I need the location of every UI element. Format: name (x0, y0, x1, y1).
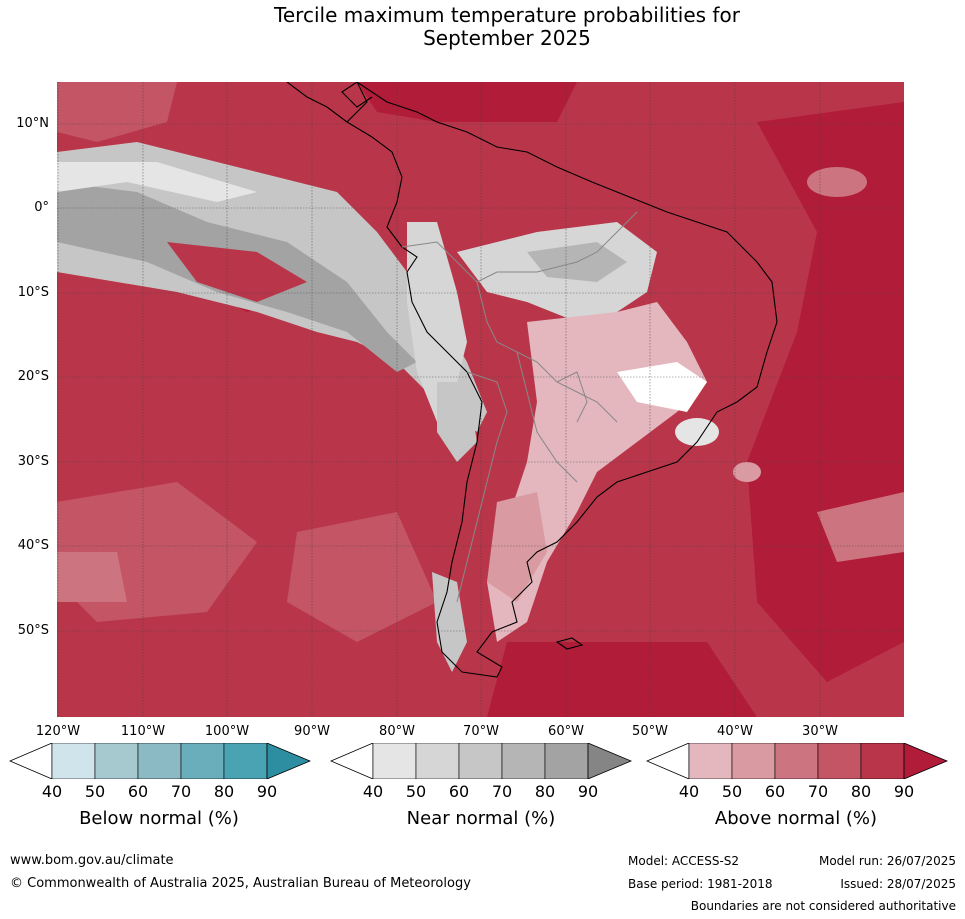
light-spot-3 (807, 167, 867, 197)
base-period: Base period: 1981-2018 (628, 877, 773, 891)
near-normal-light (57, 162, 257, 202)
central-america-coastline (286, 82, 373, 123)
above-90-region-north (357, 82, 577, 122)
colorbar-above-tick: 90 (893, 782, 915, 801)
colorbar-above-tick: 80 (850, 782, 872, 801)
falkland-islands (555, 637, 584, 650)
colorbar-below-under-arrow (9, 743, 53, 779)
colorbar-below-segment (223, 743, 268, 779)
colorbar-near-normal (330, 743, 632, 779)
colorbar-below-tick: 40 (41, 782, 63, 801)
light-spot-2 (733, 462, 761, 482)
colorbar-below-tick: 90 (256, 782, 278, 801)
model-run: Model run: 26/07/2025 (818, 854, 956, 868)
above-50-land (487, 492, 547, 602)
colorbar-below-normal (9, 743, 311, 779)
colorbar-near-under-arrow (330, 743, 374, 779)
lon-label-110w: 110°W (120, 724, 166, 739)
colorbar-near-segment (458, 743, 503, 779)
south-america-coastline (346, 82, 778, 678)
graticule (57, 82, 904, 717)
colorbar-near-tick: 40 (362, 782, 384, 801)
lat-label-20s: 20°S (17, 369, 49, 384)
above-60-region-3 (57, 82, 177, 142)
colorbar-above-normal (646, 743, 948, 779)
lat-label-10s: 10°S (17, 285, 49, 300)
lon-label-40w: 40°W (717, 724, 753, 739)
lat-label-0: 0° (34, 200, 49, 215)
colorbar-near-segment (372, 743, 417, 779)
near-normal-coast (407, 222, 467, 422)
lat-label-40s: 40°S (17, 538, 49, 553)
colorbar-below-segment (137, 743, 182, 779)
colorbar-near-segment (501, 743, 546, 779)
lat-label-50s: 50°S (17, 623, 49, 638)
above-60-region-1 (57, 552, 127, 602)
colorbar-below-tick: 80 (213, 782, 235, 801)
above-70-region-2 (287, 512, 437, 642)
above-90-region-south (487, 642, 757, 717)
lon-label-120w: 120°W (35, 724, 81, 739)
colorbar-above-tick: 40 (678, 782, 700, 801)
colorbar-above-segment (774, 743, 819, 779)
lon-label-30w: 30°W (802, 724, 838, 739)
colorbar-near-tick: 60 (448, 782, 470, 801)
colorbar-near-tick: 50 (405, 782, 427, 801)
colorbar-above-tick: 60 (764, 782, 786, 801)
colorbar-above-segment (817, 743, 862, 779)
title-line-1: Tercile maximum temperature probabilitie… (274, 3, 740, 27)
title-line-2: September 2025 (423, 26, 591, 50)
colorbar-near-tick: 80 (534, 782, 556, 801)
colorbar-above-over-arrow (903, 743, 948, 779)
colorbar-near-tick: 90 (577, 782, 599, 801)
issued-date: Issued: 28/07/2025 (840, 877, 956, 891)
near-normal-coast-2 (437, 382, 477, 462)
lon-label-70w: 70°W (463, 724, 499, 739)
colorbar-below-segment (94, 743, 139, 779)
colorbar-title-near: Near normal (%) (406, 808, 556, 829)
above-60-region-2 (817, 492, 904, 562)
lon-label-50w: 50°W (632, 724, 668, 739)
colorbar-above-under-arrow (646, 743, 690, 779)
colorbar-below-segment (180, 743, 225, 779)
lon-label-80w: 80°W (379, 724, 415, 739)
colorbar-near-segment (415, 743, 460, 779)
colorbar-below-over-arrow (266, 743, 311, 779)
lat-label-10n: 10°N (16, 116, 49, 131)
colorbar-above-segment (860, 743, 905, 779)
colorbar-above-segment (688, 743, 733, 779)
lon-label-90w: 90°W (294, 724, 330, 739)
colorbar-above-tick: 70 (807, 782, 829, 801)
lon-label-60w: 60°W (548, 724, 584, 739)
probability-map (57, 82, 904, 717)
copyright-text: © Commonwealth of Australia 2025, Austra… (10, 876, 471, 891)
colorbar-near-tick: 70 (491, 782, 513, 801)
below-40-land (617, 362, 707, 412)
colorbar-above-segment (731, 743, 776, 779)
website-link[interactable]: www.bom.gov.au/climate (10, 853, 174, 868)
colorbar-above-tick: 50 (721, 782, 743, 801)
colorbar-title-above: Above normal (%) (714, 808, 878, 829)
colorbar-near-segment (544, 743, 589, 779)
colorbar-near-over-arrow (587, 743, 632, 779)
colorbar-below-tick: 70 (170, 782, 192, 801)
boundaries-disclaimer: Boundaries are not considered authoritat… (690, 899, 956, 913)
colorbar-title-below: Below normal (%) (79, 808, 239, 829)
colorbar-below-tick: 50 (84, 782, 106, 801)
model-name: Model: ACCESS-S2 (628, 854, 740, 868)
country-borders (401, 211, 638, 603)
colorbar-below-segment (51, 743, 96, 779)
lon-label-100w: 100°W (204, 724, 250, 739)
lat-label-30s: 30°S (17, 454, 49, 469)
map-title: Tercile maximum temperature probabilitie… (0, 4, 965, 50)
colorbar-below-tick: 60 (127, 782, 149, 801)
above-tongue (167, 242, 307, 302)
